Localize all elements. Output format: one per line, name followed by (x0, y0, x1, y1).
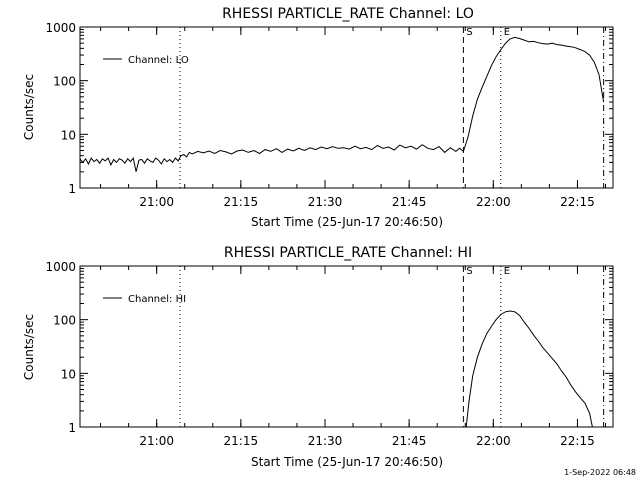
data-series-line (79, 36, 605, 172)
x-tick-label: 21:00 (139, 195, 174, 209)
y-tick-label: 10 (61, 128, 76, 142)
x-tick-label: 21:45 (392, 434, 427, 448)
x-tick-label: 22:00 (476, 195, 511, 209)
chart-panel-hi: RHESSI PARTICLE_RATE Channel: HI Counts/… (22, 245, 614, 469)
legend-label: Channel: HI (128, 294, 186, 305)
chart-title: RHESSI PARTICLE_RATE Channel: HI (224, 245, 472, 261)
x-axis-label: Start Time (25-Jun-17 20:46:50) (251, 215, 443, 229)
footer-timestamp: 1-Sep-2022 06:48 (564, 468, 636, 477)
plot-frame (79, 26, 614, 189)
x-tick-label: 21:45 (392, 195, 427, 209)
plot-frame (79, 265, 614, 428)
chart-panel-lo: RHESSI PARTICLE_RATE Channel: LO Counts/… (22, 6, 614, 229)
chart-title: RHESSI PARTICLE_RATE Channel: LO (222, 6, 474, 22)
y-tick-label: 1000 (45, 260, 76, 274)
time-marker-label: E (504, 266, 510, 277)
time-marker-label: S (466, 27, 472, 38)
y-axis-label: Counts/sec (22, 74, 36, 140)
y-tick-label: 1 (68, 421, 76, 435)
x-tick-label: 22:15 (560, 434, 595, 448)
x-axis-label: Start Time (25-Jun-17 20:46:50) (251, 455, 443, 469)
x-tick-label: 22:15 (560, 195, 595, 209)
x-tick-label: 21:30 (308, 434, 343, 448)
x-tick-label: 21:30 (308, 195, 343, 209)
y-tick-label: 100 (53, 75, 76, 89)
legend-label: Channel: LO (128, 55, 189, 66)
data-series-line (465, 310, 593, 428)
y-tick-label: 10 (61, 367, 76, 381)
time-marker-label: S (466, 266, 472, 277)
x-tick-label: 21:00 (139, 434, 174, 448)
time-marker-label: E (504, 27, 510, 38)
y-tick-label: 100 (53, 314, 76, 328)
y-tick-label: 1 (68, 182, 76, 196)
x-tick-label: 22:00 (476, 434, 511, 448)
x-tick-label: 21:15 (224, 195, 259, 209)
y-axis-label: Counts/sec (22, 314, 36, 380)
x-tick-label: 21:15 (224, 434, 259, 448)
y-tick-label: 1000 (45, 21, 76, 35)
